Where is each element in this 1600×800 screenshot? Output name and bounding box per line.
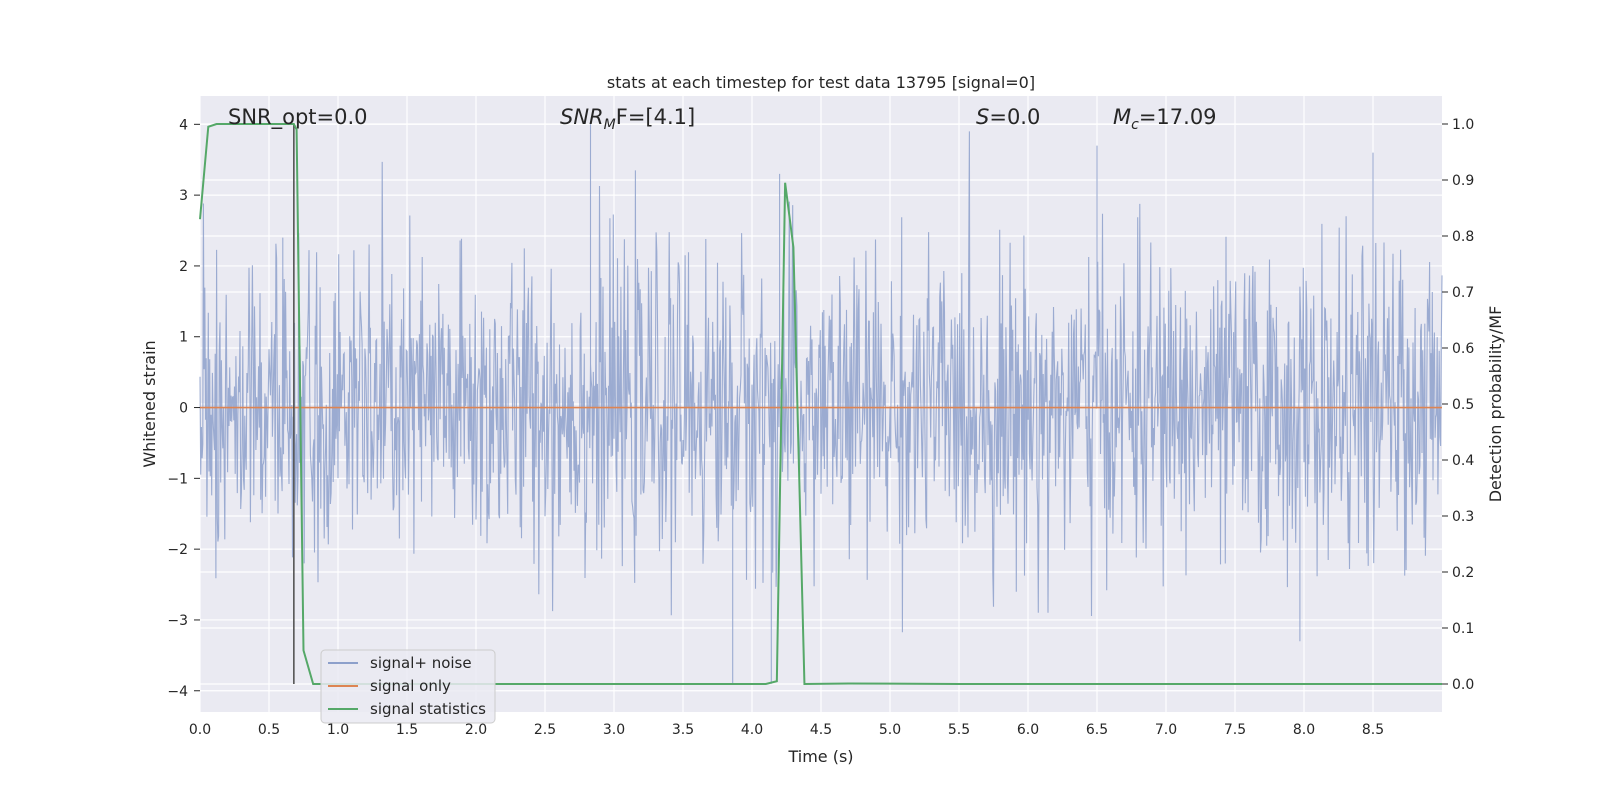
- mc-base: M: [1113, 105, 1131, 129]
- x-tick-label: 1.0: [327, 722, 349, 738]
- snr-mf-annotation: SNRMF=[4.1]: [560, 105, 695, 133]
- y-tick-label: 4: [179, 117, 188, 133]
- y2-tick-label: 0.6: [1452, 341, 1474, 357]
- snr-opt-annotation: SNR_opt=0.0: [228, 105, 368, 130]
- snr-mf-sub: M: [604, 117, 616, 133]
- y-tick-label: 2: [179, 259, 188, 275]
- x-tick-label: 2.0: [465, 722, 487, 738]
- mc-annotation: Mc=17.09: [1113, 105, 1217, 133]
- s-stat-var: S: [976, 105, 989, 129]
- x-tick-label: 7.0: [1155, 722, 1177, 738]
- x-tick-label: 3.5: [672, 722, 694, 738]
- signal-noise-series: [199, 124, 1443, 684]
- y2-tick-label: 0.0: [1452, 677, 1474, 693]
- legend-label-signal-noise: signal+ noise: [370, 654, 472, 672]
- x-tick-label: 2.5: [534, 722, 556, 738]
- x-tick-label: 4.0: [741, 722, 763, 738]
- y-tick-label: 0: [179, 401, 188, 417]
- s-stat-annotation: S=0.0: [976, 105, 1040, 129]
- y-axis-label: Whitened strain: [140, 340, 159, 467]
- y-tick-label: −1: [167, 471, 188, 487]
- s-stat-rest: =0.0: [989, 105, 1040, 129]
- x-tick-label: 3.0: [603, 722, 625, 738]
- snr-mf-rest: F=[4.1]: [616, 105, 695, 129]
- x-tick-label: 6.0: [1017, 722, 1039, 738]
- y2-tick-label: 0.4: [1452, 453, 1474, 469]
- y2-tick-label: 0.3: [1452, 509, 1474, 525]
- x-tick-label: 8.0: [1293, 722, 1315, 738]
- legend-box: [320, 649, 496, 724]
- y2-tick-label: 0.7: [1452, 285, 1474, 301]
- y2-axis-label: Detection probability/MF: [1486, 306, 1505, 503]
- legend-label-signal-statistics: signal statistics: [370, 700, 486, 718]
- chart-title: stats at each timestep for test data 137…: [607, 73, 1035, 92]
- mc-rest: =17.09: [1139, 105, 1217, 129]
- x-tick-label: 0.5: [258, 722, 280, 738]
- snr-mf-base: SNR: [560, 105, 604, 129]
- y-tick-label: 3: [179, 188, 188, 204]
- mc-sub: c: [1131, 117, 1139, 133]
- x-tick-label: 7.5: [1224, 722, 1246, 738]
- x-tick-label: 4.5: [810, 722, 832, 738]
- y-tick-label: −3: [167, 613, 188, 629]
- x-tick-label: 8.5: [1362, 722, 1384, 738]
- y-tick-label: −4: [167, 684, 188, 700]
- noise-trace: [199, 124, 1443, 684]
- y2-axis-ticks: 0.0 0.1 0.2 0.3 0.4 0.5 0.6 0.7 0.8 0.9 1.0: [1442, 117, 1474, 693]
- x-tick-label: 0.0: [189, 722, 211, 738]
- y-tick-label: 1: [179, 330, 188, 346]
- y-tick-label: −2: [167, 542, 188, 558]
- x-tick-label: 5.5: [948, 722, 970, 738]
- x-tick-label: 6.5: [1086, 722, 1108, 738]
- y2-tick-label: 0.9: [1452, 173, 1474, 189]
- y2-tick-label: 0.1: [1452, 621, 1474, 637]
- legend: signal+ noise signal only signal statist…: [320, 649, 496, 724]
- legend-label-signal-only: signal only: [370, 677, 451, 695]
- y2-tick-label: 0.5: [1452, 397, 1474, 413]
- y2-tick-label: 0.2: [1452, 565, 1474, 581]
- x-tick-label: 1.5: [396, 722, 418, 738]
- y2-tick-label: 0.8: [1452, 229, 1474, 245]
- y2-tick-label: 1.0: [1452, 117, 1474, 133]
- y-axis-ticks: −4 −3 −2 −1 0 1 2 3 4: [167, 117, 200, 700]
- x-axis-ticks: 0.0 0.5 1.0 1.5 2.0 2.5 3.0 3.5 4.0 4.5 5.0 5.5 6.0 6…: [189, 722, 1384, 738]
- x-axis-label: Time (s): [787, 747, 853, 766]
- x-tick-label: 5.0: [879, 722, 901, 738]
